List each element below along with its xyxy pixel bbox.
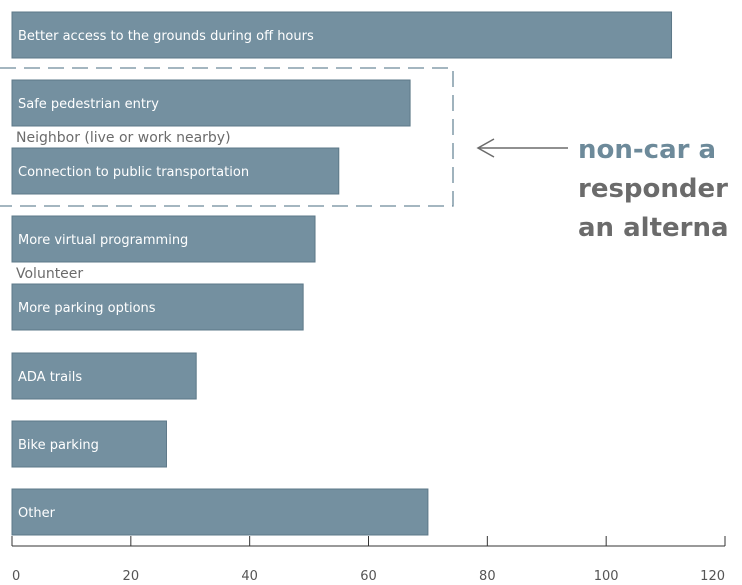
x-tick-label: 20 — [123, 569, 140, 584]
bar-label: More virtual programming — [18, 233, 188, 248]
group-label: Neighbor (live or work nearby) — [16, 130, 231, 146]
annotation: non-car a responder an alterna — [476, 135, 729, 243]
arrow-head-icon — [476, 138, 495, 158]
x-tick-label: 0 — [12, 569, 20, 584]
x-tick-label: 40 — [241, 569, 258, 584]
bar — [11, 488, 429, 536]
highlight-layer — [0, 67, 454, 207]
bar — [11, 352, 197, 400]
bar-label: Better access to the grounds during off … — [18, 29, 314, 44]
bar — [11, 147, 340, 195]
bars-layer: Better access to the grounds during off … — [11, 11, 673, 536]
group-label: Volunteer — [16, 266, 83, 282]
x-tick-label: 60 — [360, 569, 377, 584]
group-labels: Neighbor (live or work nearby) Volunteer — [16, 130, 231, 282]
highlight-box — [0, 67, 454, 207]
bar-label: Bike parking — [18, 438, 99, 453]
bar-label: More parking options — [18, 301, 156, 316]
bar — [11, 215, 316, 263]
x-tick-label: 80 — [479, 569, 496, 584]
annotation-line: non-car a — [578, 135, 716, 165]
bar-label: Safe pedestrian entry — [18, 97, 159, 112]
bar-label: Connection to public transportation — [18, 165, 249, 180]
bar — [11, 420, 167, 468]
x-axis: 0 20 40 60 80 100 120 — [11, 536, 726, 584]
bar — [11, 283, 304, 331]
bar-label: Other — [18, 506, 56, 521]
bar — [11, 11, 673, 59]
x-tick-label: 120 — [700, 569, 725, 584]
bar — [11, 79, 411, 127]
bar-label: ADA trails — [18, 370, 82, 385]
annotation-line: responder — [578, 174, 728, 204]
annotation-line: an alterna — [578, 213, 729, 243]
x-tick-label: 100 — [594, 569, 619, 584]
